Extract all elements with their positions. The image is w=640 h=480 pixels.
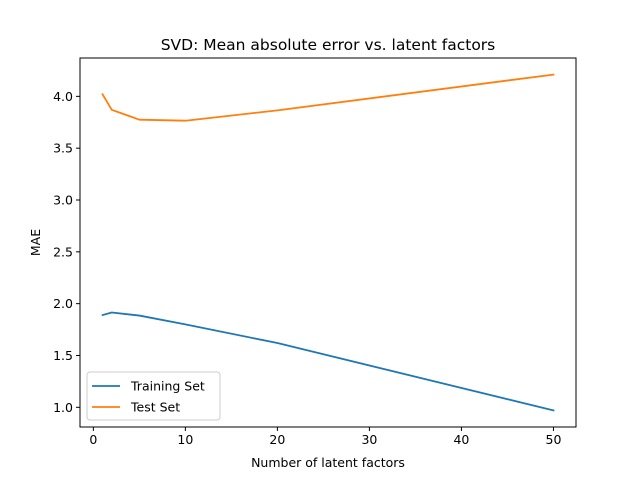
- chart-title: SVD: Mean absolute error vs. latent fact…: [161, 36, 496, 54]
- legend-label-training-set: Training Set: [130, 379, 205, 394]
- y-tick-label: 3.0: [53, 193, 73, 208]
- y-tick-label: 1.0: [53, 400, 73, 415]
- y-tick-label: 4.0: [53, 89, 73, 104]
- legend-label-test-set: Test Set: [130, 400, 180, 415]
- y-tick-label: 2.0: [53, 296, 73, 311]
- legend-box: [86, 371, 221, 421]
- x-tick-label: 30: [361, 432, 377, 447]
- x-tick-label: 0: [89, 432, 97, 447]
- y-tick-label: 3.5: [53, 141, 73, 156]
- x-tick-label: 40: [453, 432, 469, 447]
- y-axis-ticks: 1.0 1.5 2.0 2.5 3.0 3.5 4.0: [53, 89, 80, 415]
- x-axis-label: Number of latent factors: [251, 455, 405, 470]
- series-line-test-set: [101, 73, 555, 122]
- plot-area: [79, 57, 577, 428]
- y-tick-label: 2.5: [53, 244, 73, 259]
- series-layer: [101, 73, 555, 412]
- y-tick-label: 1.5: [53, 348, 73, 363]
- x-tick-label: 10: [177, 432, 193, 447]
- y-axis-label: MAE: [28, 229, 43, 256]
- x-axis-ticks: 0 10 20 30 40 50: [89, 427, 561, 447]
- x-tick-label: 20: [269, 432, 285, 447]
- series-line-training-set: [101, 311, 555, 412]
- axes-frame: [79, 57, 577, 428]
- legend-items: Training Set Test Set: [92, 379, 205, 415]
- legend: Training Set Test Set: [86, 371, 221, 421]
- x-tick-label: 50: [546, 432, 562, 447]
